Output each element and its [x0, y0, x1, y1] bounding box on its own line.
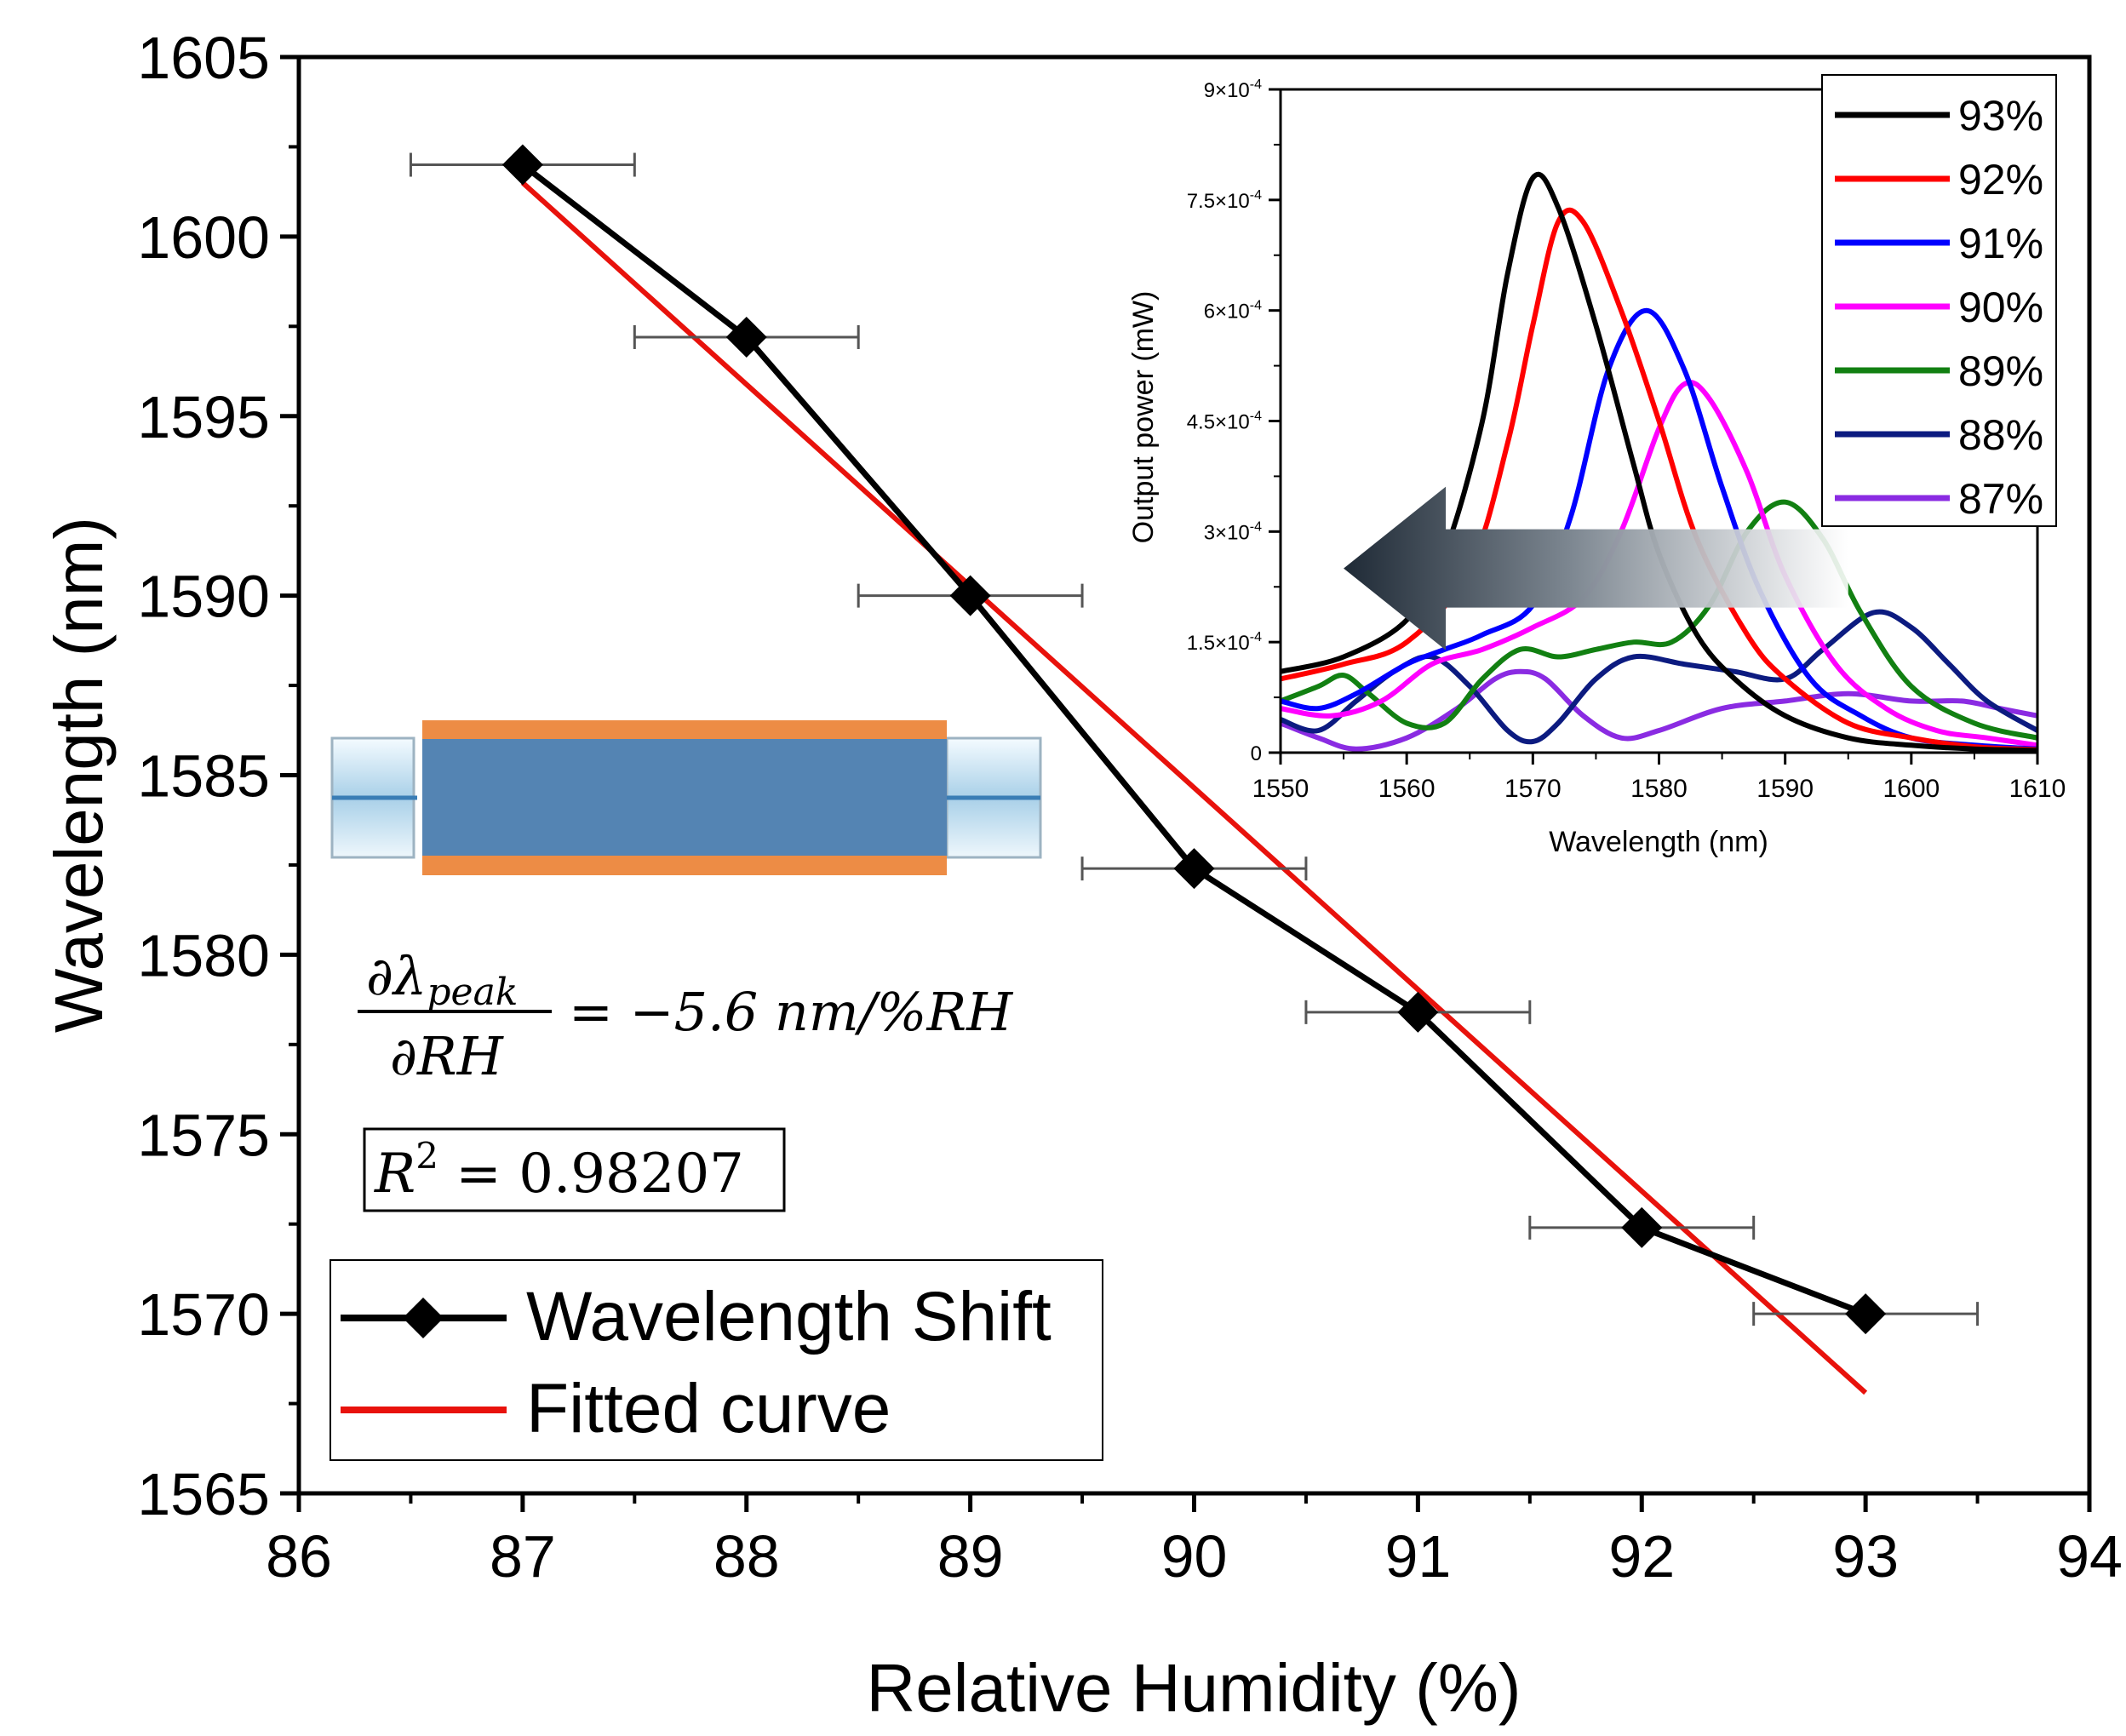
- fitted-curve-line: [520, 180, 1868, 1395]
- main-x-tick-label: 86: [266, 1523, 332, 1590]
- data-point-marker: [1845, 1293, 1887, 1335]
- inset-legend-label: 91%: [1958, 220, 2043, 267]
- inset-curve-90pct: [1280, 380, 2038, 748]
- shift-direction-arrow: [1344, 486, 1848, 650]
- inset-y-tick-mantissa: 1.5×10: [1187, 632, 1250, 655]
- inset-legend-label: 88%: [1958, 411, 2043, 459]
- inset-y-tick-label: 3×10-4: [1204, 519, 1262, 544]
- inset-legend-label: 87%: [1958, 475, 2043, 523]
- legend-marker-wavelength-shift: [403, 1298, 444, 1338]
- main-x-tick-label: 93: [1832, 1523, 1899, 1590]
- inset-x-axis-title: Wavelength (nm): [1549, 826, 1768, 858]
- inset-y-tick-exponent: -4: [1250, 410, 1262, 424]
- data-point-marker: [1621, 1206, 1663, 1248]
- inset-legend-box: [1821, 74, 2057, 527]
- main-x-tick-label: 90: [1161, 1523, 1228, 1590]
- main-x-tick-label: 87: [490, 1523, 556, 1590]
- r-squared-text: R2 = 0.98207: [374, 1135, 744, 1206]
- inset-x-tick-label: 1610: [2009, 775, 2066, 803]
- equation-rhs: = −5.6 nm/%RH: [569, 981, 1014, 1043]
- main-y-tick-label: 1580: [137, 922, 270, 988]
- fiber-sensor-illustration: [330, 720, 1042, 875]
- inset-curve-91pct: [1280, 307, 2038, 752]
- main-y-tick-label: 1605: [137, 25, 270, 91]
- inset-x-tick-label: 1580: [1630, 775, 1688, 803]
- legend-label-wavelength-shift: Wavelength Shift: [526, 1278, 1052, 1355]
- inset-y-tick-label: 6×10-4: [1204, 299, 1262, 324]
- inset-y-tick-label: 0: [1251, 742, 1262, 765]
- main-series-layer: [409, 144, 1980, 1395]
- main-y-ticks: 1565 1570 1575 1580 1585 1590 1595 1600 1605: [137, 25, 299, 1527]
- inset-y-tick-exponent: -4: [1250, 188, 1262, 203]
- equation-numerator: ∂λpeak: [366, 945, 518, 1014]
- data-point-marker: [1173, 848, 1215, 890]
- main-y-tick-label: 1595: [137, 384, 270, 450]
- main-y-tick-label: 1575: [137, 1102, 270, 1168]
- main-x-tick-label: 91: [1384, 1523, 1451, 1590]
- main-x-tick-label: 92: [1608, 1523, 1675, 1590]
- inset-legend-label: 89%: [1958, 347, 2043, 395]
- equation-denominator: ∂RH: [390, 1025, 505, 1087]
- inset-legend-label: 92%: [1958, 156, 2043, 203]
- inset-y-tick-label: 7.5×10-4: [1187, 188, 1262, 213]
- inset-x-tick-label: 1590: [1756, 775, 1814, 803]
- inset-y-tick-mantissa: 3×10: [1204, 521, 1250, 544]
- data-point-marker: [501, 144, 543, 186]
- inset-x-tick-label: 1600: [1882, 775, 1940, 803]
- inset-chart: 1550 1560 1570 1580 1590 1600 1610 01.5×10-43×…: [1127, 74, 2066, 858]
- main-x-tick-label: 88: [713, 1523, 780, 1590]
- main-y-tick-label: 1600: [137, 204, 270, 271]
- main-x-axis-title: Relative Humidity (%): [866, 1650, 1521, 1726]
- inset-y-tick-label: 4.5×10-4: [1187, 410, 1262, 434]
- inset-x-ticks: 1550 1560 1570 1580 1590 1600 1610: [1252, 753, 2066, 803]
- inset-x-tick-label: 1560: [1378, 775, 1435, 803]
- inset-y-tick-exponent: -4: [1250, 77, 1262, 92]
- inset-y-tick-label: 9×10-4: [1204, 77, 1262, 102]
- data-point-marker: [1397, 991, 1439, 1033]
- r-squared-box: [363, 1127, 786, 1212]
- inset-y-tick-mantissa: 7.5×10: [1187, 190, 1250, 213]
- inset-legend-label: 93%: [1958, 92, 2043, 140]
- main-y-tick-label: 1565: [137, 1461, 270, 1527]
- inset-x-tick-label: 1570: [1504, 775, 1562, 803]
- inset-curve-87pct: [1279, 668, 2038, 752]
- inset-y-tick-exponent: -4: [1250, 299, 1262, 313]
- main-legend-box: [330, 1259, 1103, 1461]
- inset-legend: 93% 92% 91% 90% 89% 88% 87%: [1821, 74, 2057, 527]
- main-x-ticks: 86 87 88 89 90 91 92 93 94: [266, 1493, 2123, 1590]
- inset-y-tick-mantissa: 6×10: [1204, 301, 1250, 324]
- inset-y-tick-exponent: -4: [1250, 519, 1262, 534]
- main-y-axis-title: Wavelength (nm): [41, 517, 117, 1033]
- data-point-marker: [725, 316, 767, 358]
- data-point-marker: [949, 575, 991, 616]
- inset-legend-label: 90%: [1958, 284, 2043, 331]
- inset-y-tick-mantissa: 9×10: [1204, 79, 1250, 102]
- inset-x-tick-label: 1550: [1252, 775, 1309, 803]
- main-y-tick-label: 1585: [137, 743, 270, 810]
- inset-y-ticks: 01.5×10-43×10-44.5×10-46×10-47.5×10-49×1…: [1187, 77, 1281, 765]
- inset-y-tick-label: 1.5×10-4: [1187, 630, 1262, 655]
- inset-y-tick-exponent: -4: [1250, 630, 1262, 645]
- inset-y-tick-mantissa: 4.5×10: [1187, 411, 1250, 434]
- main-x-tick-label: 94: [2056, 1523, 2123, 1590]
- main-y-tick-label: 1570: [137, 1281, 270, 1348]
- main-x-tick-label: 89: [937, 1523, 1004, 1590]
- main-y-tick-label: 1590: [137, 564, 270, 630]
- legend-label-fitted-curve: Fitted curve: [526, 1370, 891, 1447]
- inset-y-axis-title: Output power (mW): [1127, 291, 1160, 544]
- main-legend: Wavelength Shift Fitted curve: [330, 1259, 1103, 1461]
